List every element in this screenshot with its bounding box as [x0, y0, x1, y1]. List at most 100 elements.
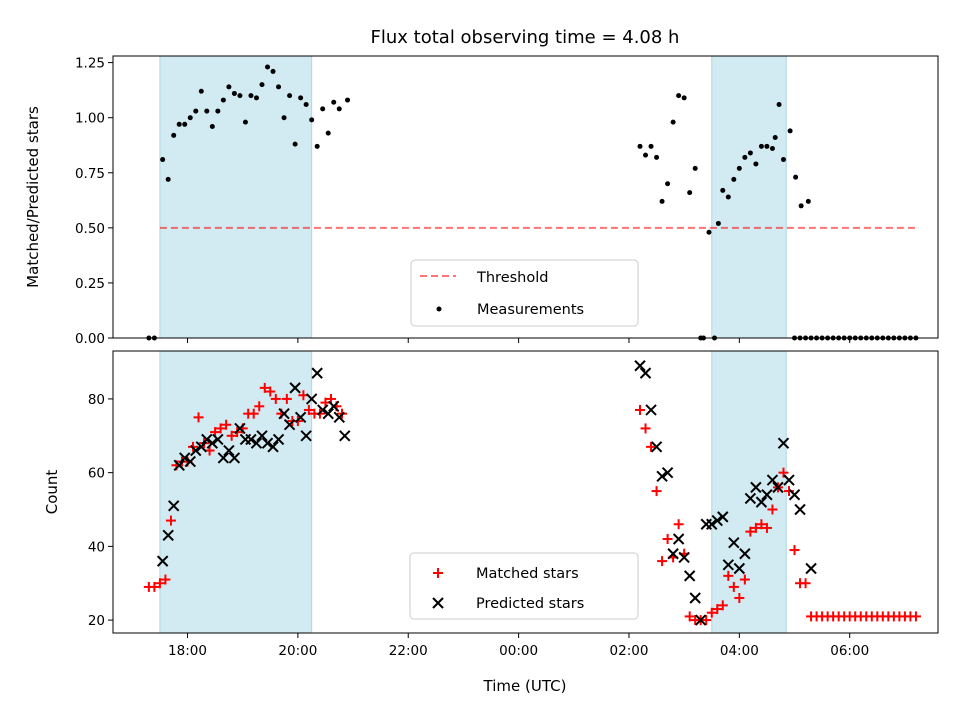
matched-stars-point — [761, 522, 772, 533]
predicted-stars-point — [755, 496, 768, 508]
x-tick-label: 18:00 — [168, 643, 207, 659]
measurements-point — [637, 143, 643, 149]
y-tick-label: 40 — [88, 539, 105, 555]
matched-stars-point — [778, 467, 789, 478]
x-tick-label: 02:00 — [610, 643, 649, 659]
matched-stars-point — [701, 615, 712, 626]
measurements-point — [281, 115, 287, 121]
chart-title: Flux total observing time = 4.08 h — [371, 27, 680, 48]
predicted-stars-point — [283, 419, 296, 431]
predicted-stars-point — [261, 437, 274, 449]
predicted-stars-point — [217, 452, 230, 464]
measurements-point — [643, 152, 649, 158]
measurements-point — [681, 95, 687, 101]
x-tick-label: 22:00 — [389, 643, 428, 659]
y-tick-label: 60 — [88, 466, 105, 482]
predicted-stars-point — [750, 481, 762, 494]
measurements-point — [780, 157, 786, 163]
matched-stars-point — [662, 534, 673, 544]
x-tick-label: 00:00 — [499, 643, 538, 659]
matched-stars-point — [750, 522, 761, 533]
predicted-stars-point — [706, 518, 718, 530]
predicted-stars-point — [206, 437, 219, 449]
measurements-point — [676, 93, 682, 99]
predicted-stars-point — [777, 437, 790, 449]
top-y-axis-label: Matched/Predicted stars — [24, 106, 42, 288]
predicted-stars-point — [278, 407, 290, 420]
measurements-point — [160, 157, 166, 163]
matched-stars-point — [745, 526, 756, 537]
measurements-point — [242, 119, 248, 125]
matched-stars-point — [657, 556, 668, 567]
measurements-point — [670, 119, 676, 125]
measurements-point — [665, 181, 671, 187]
x-axis-label: Time (UTC) — [483, 677, 567, 695]
predicted-stars-legend-label: Predicted stars — [476, 596, 584, 612]
matched-stars-point — [635, 404, 646, 415]
y-tick-label: 0.00 — [75, 331, 105, 347]
bottom-legend: Matched stars Predicted stars — [409, 552, 639, 620]
predicted-stars-point — [805, 562, 817, 575]
matched-stars-legend-label: Matched stars — [476, 566, 579, 582]
matched-stars-point — [226, 430, 237, 441]
predicted-stars-point — [788, 489, 801, 501]
matched-stars-point — [651, 486, 662, 497]
measurements-point — [758, 143, 764, 149]
predicted-stars-point — [250, 437, 263, 449]
predicted-stars-point — [722, 559, 735, 571]
measurements-point — [720, 187, 726, 193]
top-legend-box — [410, 259, 639, 327]
predicted-stars-point — [733, 562, 746, 575]
predicted-stars-point — [322, 407, 334, 420]
top-shaded-intervals — [159, 55, 787, 339]
measurements-point — [336, 106, 342, 112]
predicted-stars-point — [661, 466, 674, 479]
measurements-point — [270, 68, 276, 74]
shaded-interval-1 — [159, 350, 313, 634]
predicted-stars-point — [794, 503, 806, 516]
measurements-point — [220, 97, 226, 103]
predicted-stars-point — [212, 433, 224, 446]
matched-stars-point — [248, 408, 259, 419]
measurements-point — [187, 115, 193, 121]
bottom-points — [143, 360, 921, 626]
matched-stars-point — [756, 519, 767, 530]
measurements-point — [248, 93, 254, 99]
measurements-legend-label: Measurements — [477, 302, 584, 318]
predicted-stars-point — [744, 492, 757, 505]
measurements-point — [176, 121, 182, 127]
matched-stars-point — [723, 570, 734, 581]
predicted-stars-point — [311, 367, 323, 379]
matched-stars-point — [910, 611, 921, 622]
measurements-point — [182, 121, 188, 127]
measurements-point — [226, 84, 232, 90]
predicted-stars-point — [739, 548, 751, 560]
matched-stars-point — [767, 504, 778, 515]
predicted-stars-point — [162, 529, 174, 542]
measurements-point — [753, 161, 759, 167]
bottom-axes-frame — [112, 350, 939, 634]
measurements-point — [793, 174, 799, 180]
predicted-stars-point — [766, 474, 779, 486]
measurements-legend-marker — [436, 306, 442, 312]
measurements-point — [776, 101, 782, 107]
x-tick-label: 04:00 — [720, 643, 759, 659]
matched-stars-point — [728, 581, 739, 592]
measurements-point — [287, 93, 293, 99]
matched-stars-point — [221, 419, 232, 430]
measurements-point — [692, 165, 698, 171]
matched-stars-point — [259, 382, 270, 393]
measurements-point — [237, 93, 243, 99]
measurements-point — [253, 95, 259, 101]
shaded-interval-1 — [159, 55, 313, 339]
threshold-legend-label: Threshold — [476, 270, 548, 286]
predicted-stars-point — [245, 433, 257, 446]
predicted-stars-point — [294, 411, 307, 424]
y-tick-label: 80 — [88, 392, 105, 408]
matched-stars-point — [717, 600, 728, 611]
measurements-point — [764, 143, 770, 149]
matched-stars-point — [673, 519, 684, 530]
measurements-point — [259, 82, 265, 88]
predicted-stars-point — [289, 382, 301, 394]
